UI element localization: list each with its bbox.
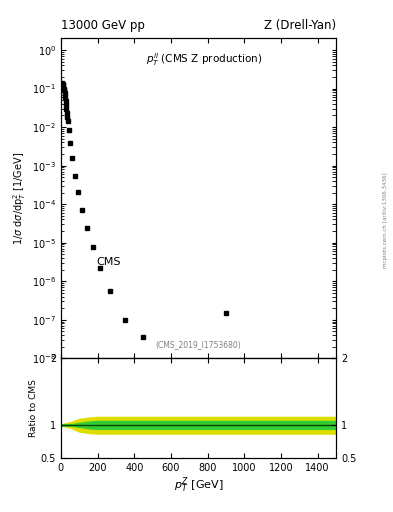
Text: mcplots.cern.ch [arXiv:1306.3436]: mcplots.cern.ch [arXiv:1306.3436] bbox=[384, 173, 388, 268]
Y-axis label: 1/$\sigma$ d$\sigma$/dp$_T^2$ [1/GeV]: 1/$\sigma$ d$\sigma$/dp$_T^2$ [1/GeV] bbox=[11, 152, 28, 245]
Text: $p_T^{ll}$ (CMS Z production): $p_T^{ll}$ (CMS Z production) bbox=[146, 51, 262, 68]
X-axis label: $p_T^Z$ [GeV]: $p_T^Z$ [GeV] bbox=[174, 476, 223, 496]
Text: CMS: CMS bbox=[97, 258, 121, 267]
Y-axis label: Ratio to CMS: Ratio to CMS bbox=[29, 379, 38, 437]
Text: 13000 GeV pp: 13000 GeV pp bbox=[61, 19, 145, 32]
Text: (CMS_2019_I1753680): (CMS_2019_I1753680) bbox=[156, 339, 241, 349]
Text: Z (Drell-Yan): Z (Drell-Yan) bbox=[264, 19, 336, 32]
